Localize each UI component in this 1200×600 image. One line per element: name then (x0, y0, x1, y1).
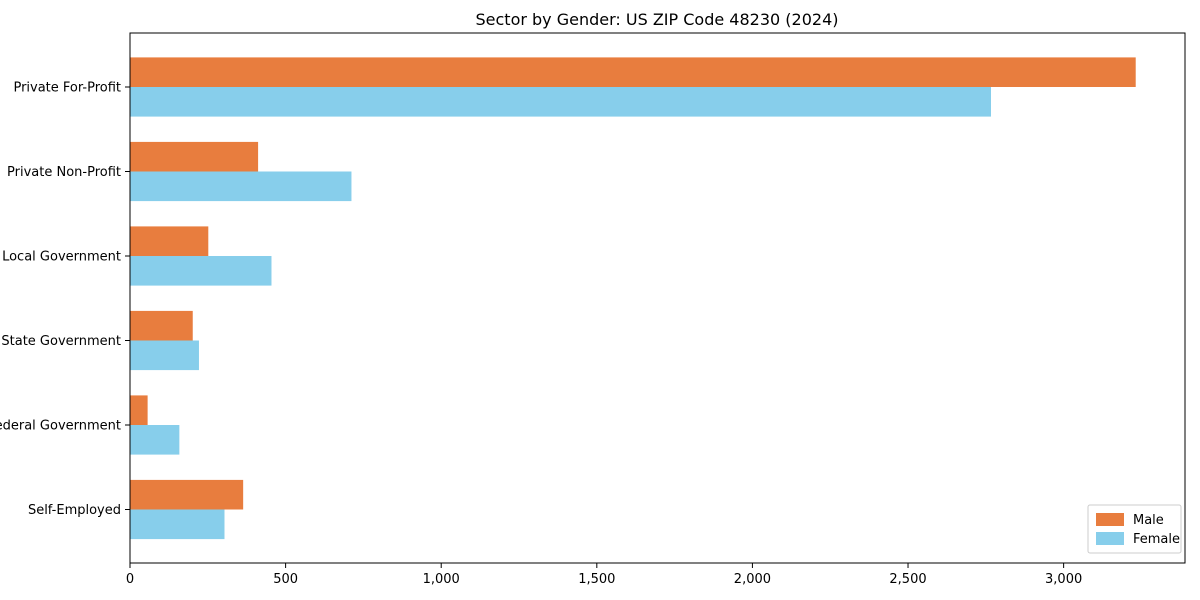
bar-male-local-government (130, 226, 209, 256)
legend-swatch-male (1096, 513, 1124, 526)
bar-female-local-government (130, 256, 272, 286)
y-tick-label-federal-government: Federal Government (0, 419, 121, 434)
y-tick-label-self-employed: Self-Employed (28, 503, 121, 518)
x-tick-label-2500: 2,500 (889, 572, 926, 587)
legend-label-male: Male (1133, 513, 1164, 528)
x-tick-label-1500: 1,500 (578, 572, 615, 587)
x-tick-label-3000: 3,000 (1045, 572, 1082, 587)
bar-female-state-government (130, 340, 199, 371)
y-axis-ticks: Private For-Profit Private Non-Profit Loca… (0, 81, 130, 518)
bar-male-private-non-profit (130, 141, 259, 172)
bar-female-self-employed (130, 509, 225, 540)
legend-label-female: Female (1133, 532, 1180, 547)
x-tick-label-500: 500 (273, 572, 298, 587)
bars-group (130, 57, 1136, 540)
bar-male-state-government (130, 310, 193, 341)
y-tick-label-private-non-profit: Private Non-Profit (7, 165, 121, 180)
x-tick-label-2000: 2,000 (734, 572, 771, 587)
x-tick-label-1000: 1,000 (423, 572, 460, 587)
bar-male-private-for-profit (130, 57, 1136, 87)
x-tick-label-0: 0 (126, 572, 134, 587)
y-tick-label-state-government: State Government (1, 334, 121, 349)
y-tick-label-private-for-profit: Private For-Profit (13, 81, 121, 96)
y-tick-label-local-government: Local Government (2, 250, 121, 265)
x-axis-ticks: 0 500 1,000 1,500 2,000 2,500 3,000 (126, 563, 1082, 587)
plot-frame (129, 32, 1186, 564)
bar-male-federal-government (130, 395, 148, 425)
bar-female-federal-government (130, 425, 180, 455)
legend-swatch-female (1096, 532, 1124, 545)
legend: Male Female (1087, 504, 1182, 554)
bar-male-self-employed (130, 479, 244, 510)
chart-title: Sector by Gender: US ZIP Code 48230 (202… (476, 10, 839, 29)
bar-female-private-for-profit (130, 87, 991, 117)
bar-female-private-non-profit (130, 171, 352, 202)
